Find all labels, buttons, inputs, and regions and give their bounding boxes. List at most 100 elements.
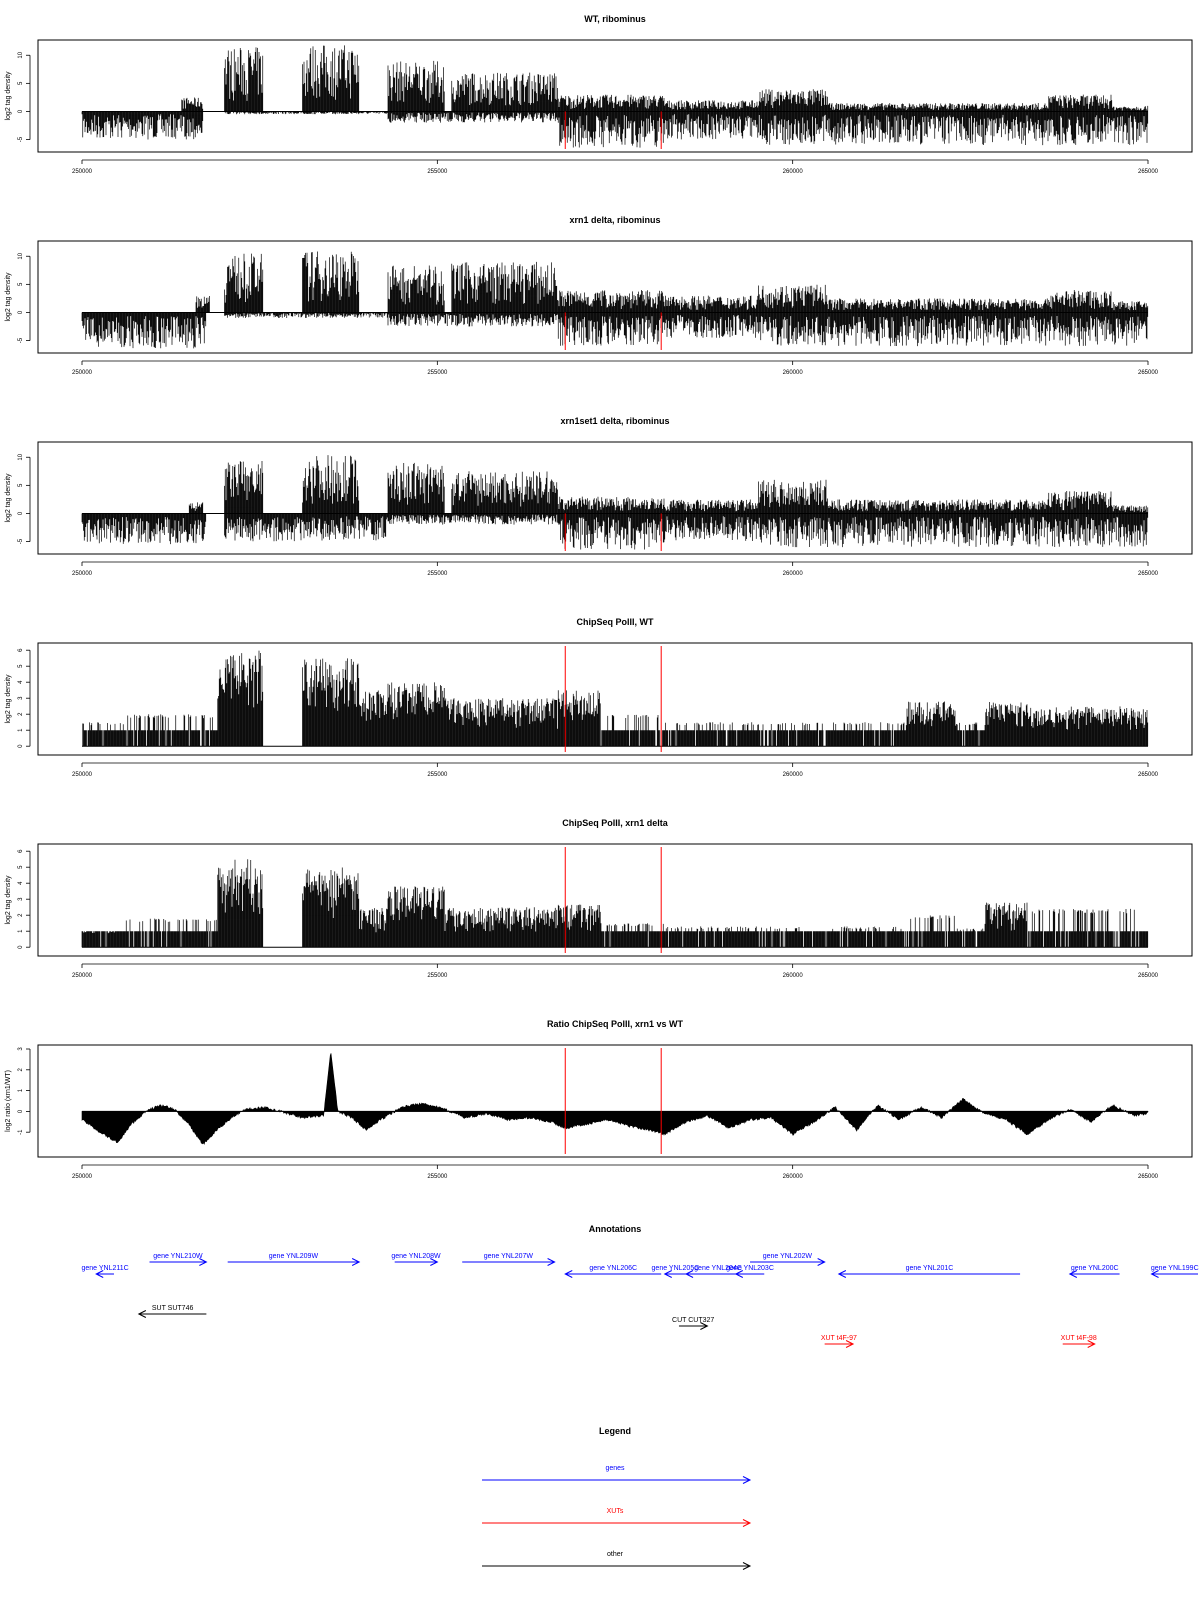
panel-5: ChipSeq PolII, xrn1 delta log2 tag densit… bbox=[5, 818, 1193, 979]
feature-sut: SUT SUT746 bbox=[137, 1305, 207, 1318]
y-tick-label: 0 bbox=[18, 945, 24, 949]
y-tick-label: 1 bbox=[18, 929, 24, 933]
annotations-title: Annotations bbox=[589, 1224, 642, 1234]
y-tick-label: 3 bbox=[18, 897, 24, 901]
y-tick-label: 0 bbox=[18, 1109, 24, 1113]
feature-arrow-head bbox=[430, 1258, 439, 1266]
x-tick-label: 260000 bbox=[783, 1174, 804, 1180]
feature-arrow-head bbox=[742, 1476, 752, 1484]
feature-gene: gene YNL202W bbox=[750, 1253, 826, 1266]
y-tick-label: 0 bbox=[18, 511, 24, 515]
plot-frame bbox=[37, 441, 1193, 555]
y-tick-label: -5 bbox=[18, 136, 24, 142]
plot-frame bbox=[37, 240, 1193, 354]
y-tick-label: 0 bbox=[18, 109, 24, 113]
legend-entry: XUTs bbox=[482, 1508, 752, 1527]
x-tick-label: 265000 bbox=[1138, 1174, 1159, 1180]
feature-arrow-head bbox=[199, 1258, 208, 1266]
feature-gene: gene YNL206C bbox=[564, 1265, 662, 1278]
negative-bars bbox=[81, 111, 1149, 148]
panel-title: ChipSeq PolII, WT bbox=[577, 617, 654, 627]
feature-gene: gene YNL209W bbox=[227, 1253, 361, 1266]
x-tick-label: 260000 bbox=[783, 772, 804, 778]
feature-label: SUT SUT746 bbox=[152, 1305, 194, 1312]
feature-label: CUT CUT327 bbox=[672, 1317, 714, 1324]
feature-arrow-head bbox=[564, 1270, 573, 1278]
legend-entry: other bbox=[482, 1551, 752, 1570]
legend-label: XUTs bbox=[607, 1508, 624, 1515]
data-marks bbox=[81, 1053, 1149, 1145]
x-tick-label: 260000 bbox=[783, 169, 804, 175]
feature-label: gene YNL210W bbox=[153, 1253, 203, 1260]
panel-4: ChipSeq PolII, WT log2 tag density 0 1 2 3 4 5 6… bbox=[5, 617, 1193, 778]
feature-gene: gene YNL208W bbox=[391, 1253, 441, 1266]
feature-gene: gene YNL205C bbox=[652, 1265, 700, 1278]
x-tick-label: 255000 bbox=[427, 571, 448, 577]
feature-xut: XUT t4F-98 bbox=[1061, 1335, 1097, 1348]
feature-arrow-head bbox=[700, 1322, 709, 1330]
data-marks bbox=[81, 251, 1149, 349]
plot-frame bbox=[37, 642, 1193, 756]
x-tick-label: 265000 bbox=[1138, 370, 1159, 376]
feature-arrow-head bbox=[137, 1310, 147, 1318]
feature-label: gene YNL211C bbox=[81, 1265, 128, 1272]
y-tick-label: -5 bbox=[18, 337, 24, 343]
feature-label: gene YNL207W bbox=[484, 1253, 534, 1260]
y-tick-label: 2 bbox=[18, 712, 24, 716]
x-tick-label: 265000 bbox=[1138, 973, 1159, 979]
y-tick-label: 6 bbox=[18, 648, 24, 652]
plot-frame bbox=[37, 843, 1193, 957]
feature-arrow-head bbox=[1087, 1340, 1096, 1348]
positive-bars bbox=[188, 455, 1149, 514]
y-tick-label: 1 bbox=[18, 1088, 24, 1092]
y-tick-label: 10 bbox=[18, 252, 24, 259]
x-tick-label: 250000 bbox=[72, 772, 93, 778]
y-tick-label: 2 bbox=[18, 913, 24, 917]
legend-entry: genes bbox=[482, 1465, 752, 1484]
x-tick-label: 260000 bbox=[783, 571, 804, 577]
data-marks bbox=[82, 650, 1149, 747]
x-tick-label: 250000 bbox=[72, 973, 93, 979]
feature-label: gene YNL208W bbox=[391, 1253, 441, 1260]
y-tick-label: 4 bbox=[18, 881, 24, 885]
data-marks bbox=[81, 859, 1149, 948]
y-tick-label: 3 bbox=[18, 696, 24, 700]
feature-label: gene YNL206C bbox=[589, 1265, 637, 1272]
panel-3: xrn1set1 delta, ribominus log2 tag densit… bbox=[5, 416, 1193, 577]
y-tick-label: 0 bbox=[18, 744, 24, 748]
ratio-area bbox=[81, 1053, 1149, 1145]
x-tick-label: 255000 bbox=[427, 169, 448, 175]
feature-gene: gene YNL201C bbox=[837, 1265, 1021, 1278]
y-axis-label: log2 ratio (xrn1/WT) bbox=[5, 1070, 12, 1132]
feature-xut: XUT t4F-97 bbox=[821, 1335, 857, 1348]
feature-arrow-head bbox=[845, 1340, 855, 1348]
feature-label: gene YNL204C bbox=[694, 1265, 742, 1272]
feature-label: gene YNL205C bbox=[652, 1265, 700, 1272]
feature-label: XUT t4F-98 bbox=[1061, 1335, 1097, 1342]
y-tick-label: 4 bbox=[18, 680, 24, 684]
x-tick-label: 265000 bbox=[1138, 169, 1159, 175]
feature-arrow-head bbox=[684, 1270, 694, 1278]
feature-label: gene YNL203C bbox=[726, 1265, 774, 1272]
y-tick-label: -1 bbox=[18, 1129, 24, 1135]
feature-label: gene YNL199C bbox=[1151, 1265, 1199, 1272]
x-tick-label: 265000 bbox=[1138, 571, 1159, 577]
positive-bars bbox=[181, 45, 1149, 112]
x-tick-label: 250000 bbox=[72, 571, 93, 577]
positive-bars bbox=[81, 859, 1149, 948]
legend: Legend genes XUTs other bbox=[482, 1426, 752, 1570]
feature-arrow-head bbox=[1150, 1270, 1159, 1278]
feature-gene: gene YNL200C bbox=[1068, 1265, 1120, 1278]
y-tick-label: 5 bbox=[18, 483, 24, 487]
y-tick-label: 2 bbox=[18, 1067, 24, 1071]
y-axis-label: log2 tag density bbox=[5, 71, 12, 121]
panel-title: Ratio ChipSeq PolII, xrn1 vs WT bbox=[547, 1019, 684, 1029]
panel-title: ChipSeq PolII, xrn1 delta bbox=[562, 818, 669, 828]
panel-title: xrn1set1 delta, ribominus bbox=[560, 416, 669, 426]
panel-title: xrn1 delta, ribominus bbox=[569, 215, 660, 225]
legend-label: genes bbox=[605, 1465, 625, 1472]
y-tick-label: 10 bbox=[18, 51, 24, 58]
x-tick-label: 255000 bbox=[427, 370, 448, 376]
feature-gene: gene YNL211C bbox=[81, 1265, 129, 1278]
